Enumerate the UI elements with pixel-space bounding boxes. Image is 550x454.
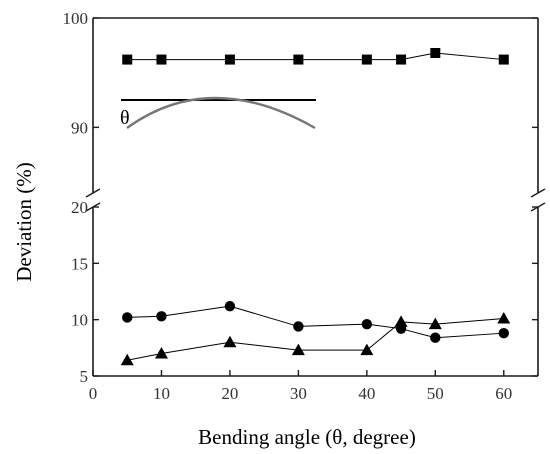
- circle-point-3: [293, 321, 304, 332]
- y-tick-label: 15: [71, 254, 88, 273]
- bending-inset: θ: [120, 96, 316, 130]
- circle-series-line: [127, 305, 504, 339]
- triangle-point-0: [120, 353, 134, 366]
- ticks-layer: 0 10 20 30 40 50 60 5 10 15 20 90 100: [63, 9, 538, 403]
- circle-point-4: [361, 318, 373, 330]
- triangle-series-line: [127, 318, 504, 361]
- left-break-mark-upper: [85, 188, 101, 198]
- circle-point-6: [430, 332, 441, 343]
- y-tick-label: 10: [71, 311, 88, 330]
- x-axis-title: Bending angle (θ, degree): [198, 425, 416, 449]
- circle-point-1: [156, 311, 167, 322]
- triangle-point-6: [428, 317, 442, 330]
- square-point-6: [430, 48, 441, 58]
- circle-point-2: [224, 300, 236, 312]
- x-tick-label: 40: [358, 384, 375, 403]
- triangle-point-3: [291, 343, 305, 356]
- square-point-1: [156, 54, 167, 65]
- x-tick-label: 10: [153, 384, 170, 403]
- square-series-line: [127, 52, 504, 61]
- triangle-point-7: [497, 312, 511, 324]
- series-layer: [120, 48, 511, 366]
- x-tick-label: 60: [495, 384, 512, 403]
- triangle-point-5: [394, 315, 408, 327]
- square-point-3: [293, 54, 304, 65]
- y-tick-label: 5: [80, 367, 89, 386]
- triangle-point-4: [360, 343, 374, 356]
- inset-bent-arc: [126, 96, 316, 130]
- x-tick-label: 50: [427, 384, 444, 403]
- right-break-mark-upper: [530, 188, 546, 198]
- x-tick-label: 30: [290, 384, 307, 403]
- y-tick-label: 100: [63, 9, 89, 28]
- y-tick-label: 90: [71, 118, 88, 137]
- circle-point-0: [122, 312, 133, 323]
- y-axis-title: Deviation (%): [12, 162, 36, 282]
- y-tick-label: 20: [71, 198, 88, 217]
- circle-point-7: [498, 327, 509, 339]
- square-point-2: [224, 54, 235, 65]
- square-point-5: [396, 54, 407, 65]
- axes-layer: [85, 17, 546, 377]
- triangle-point-1: [154, 346, 168, 359]
- inset-theta-label: θ: [120, 107, 130, 129]
- x-tick-label: 0: [89, 384, 98, 403]
- square-point-7: [498, 54, 509, 65]
- square-point-0: [122, 54, 133, 65]
- x-tick-label: 20: [221, 384, 238, 403]
- square-point-4: [361, 54, 372, 65]
- triangle-point-2: [223, 335, 237, 348]
